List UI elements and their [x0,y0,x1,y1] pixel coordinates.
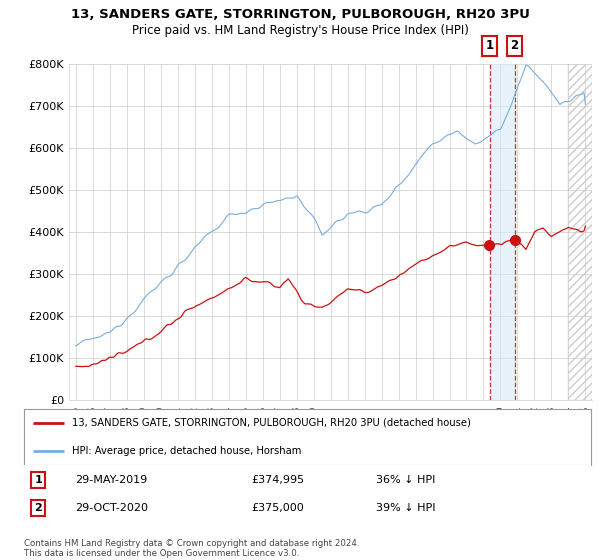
Text: £374,995: £374,995 [251,475,304,484]
Text: 1: 1 [34,475,42,484]
Text: 1: 1 [486,39,494,53]
Text: 29-MAY-2019: 29-MAY-2019 [75,475,147,484]
Text: £375,000: £375,000 [251,503,304,513]
Text: 39% ↓ HPI: 39% ↓ HPI [376,503,435,513]
Text: 36% ↓ HPI: 36% ↓ HPI [376,475,435,484]
Text: 13, SANDERS GATE, STORRINGTON, PULBOROUGH, RH20 3PU: 13, SANDERS GATE, STORRINGTON, PULBOROUG… [71,8,529,21]
Text: 29-OCT-2020: 29-OCT-2020 [75,503,148,513]
Text: 13, SANDERS GATE, STORRINGTON, PULBOROUGH, RH20 3PU (detached house): 13, SANDERS GATE, STORRINGTON, PULBOROUG… [72,418,471,428]
Text: 2: 2 [34,503,42,513]
Text: Contains HM Land Registry data © Crown copyright and database right 2024.
This d: Contains HM Land Registry data © Crown c… [24,539,359,558]
Bar [490,64,515,400]
Text: Price paid vs. HM Land Registry's House Price Index (HPI): Price paid vs. HM Land Registry's House … [131,24,469,36]
Text: HPI: Average price, detached house, Horsham: HPI: Average price, detached house, Hors… [72,446,302,456]
Text: 2: 2 [511,39,518,53]
